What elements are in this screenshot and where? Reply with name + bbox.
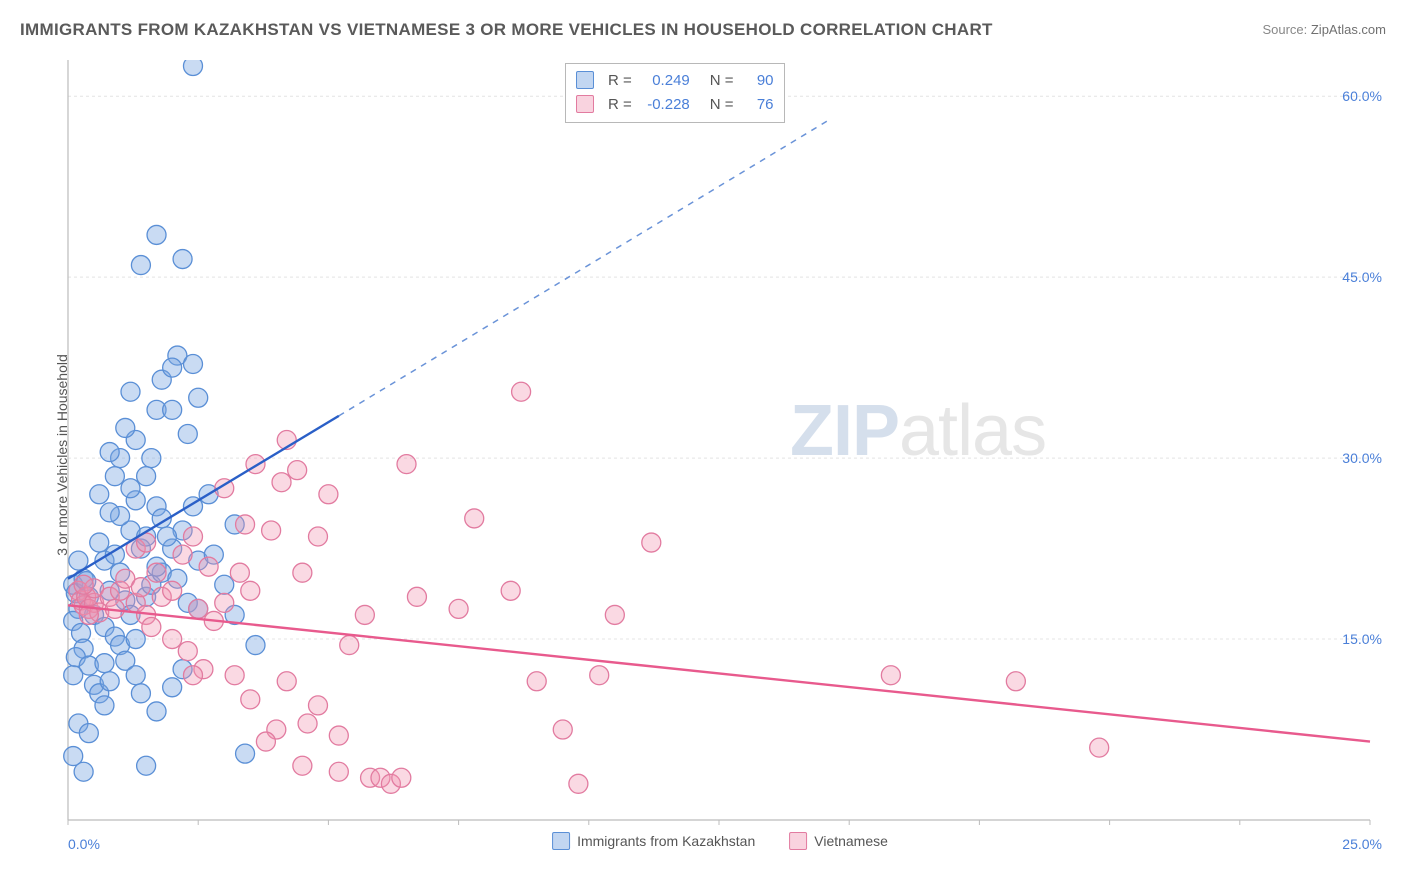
x-tick-max: 25.0% xyxy=(1342,836,1382,852)
scatter-plot xyxy=(50,60,1390,850)
legend-item: Vietnamese xyxy=(789,832,888,850)
legend-label: Vietnamese xyxy=(814,833,888,849)
stats-row: R =-0.228N =76 xyxy=(576,92,774,116)
legend-item: Immigrants from Kazakhstan xyxy=(552,832,755,850)
y-tick-label: 45.0% xyxy=(1342,269,1382,285)
source-attribution: Source: ZipAtlas.com xyxy=(1262,22,1386,37)
legend-label: Immigrants from Kazakhstan xyxy=(577,833,755,849)
stats-swatch xyxy=(576,95,594,113)
source-link[interactable]: ZipAtlas.com xyxy=(1311,22,1386,37)
correlation-stats-box: R =0.249N =90R =-0.228N =76 xyxy=(565,63,785,123)
chart-title: IMMIGRANTS FROM KAZAKHSTAN VS VIETNAMESE… xyxy=(20,20,993,40)
y-tick-label: 30.0% xyxy=(1342,450,1382,466)
x-tick-min: 0.0% xyxy=(68,836,100,852)
y-tick-label: 15.0% xyxy=(1342,631,1382,647)
stats-swatch xyxy=(576,71,594,89)
y-tick-label: 60.0% xyxy=(1342,88,1382,104)
chart-area: 3 or more Vehicles in Household ZIPatlas… xyxy=(50,60,1390,850)
legend-swatch xyxy=(789,832,807,850)
source-prefix: Source: xyxy=(1262,22,1310,37)
legend-swatch xyxy=(552,832,570,850)
stats-row: R =0.249N =90 xyxy=(576,68,774,92)
legend: Immigrants from Kazakhstan Vietnamese xyxy=(552,832,888,850)
